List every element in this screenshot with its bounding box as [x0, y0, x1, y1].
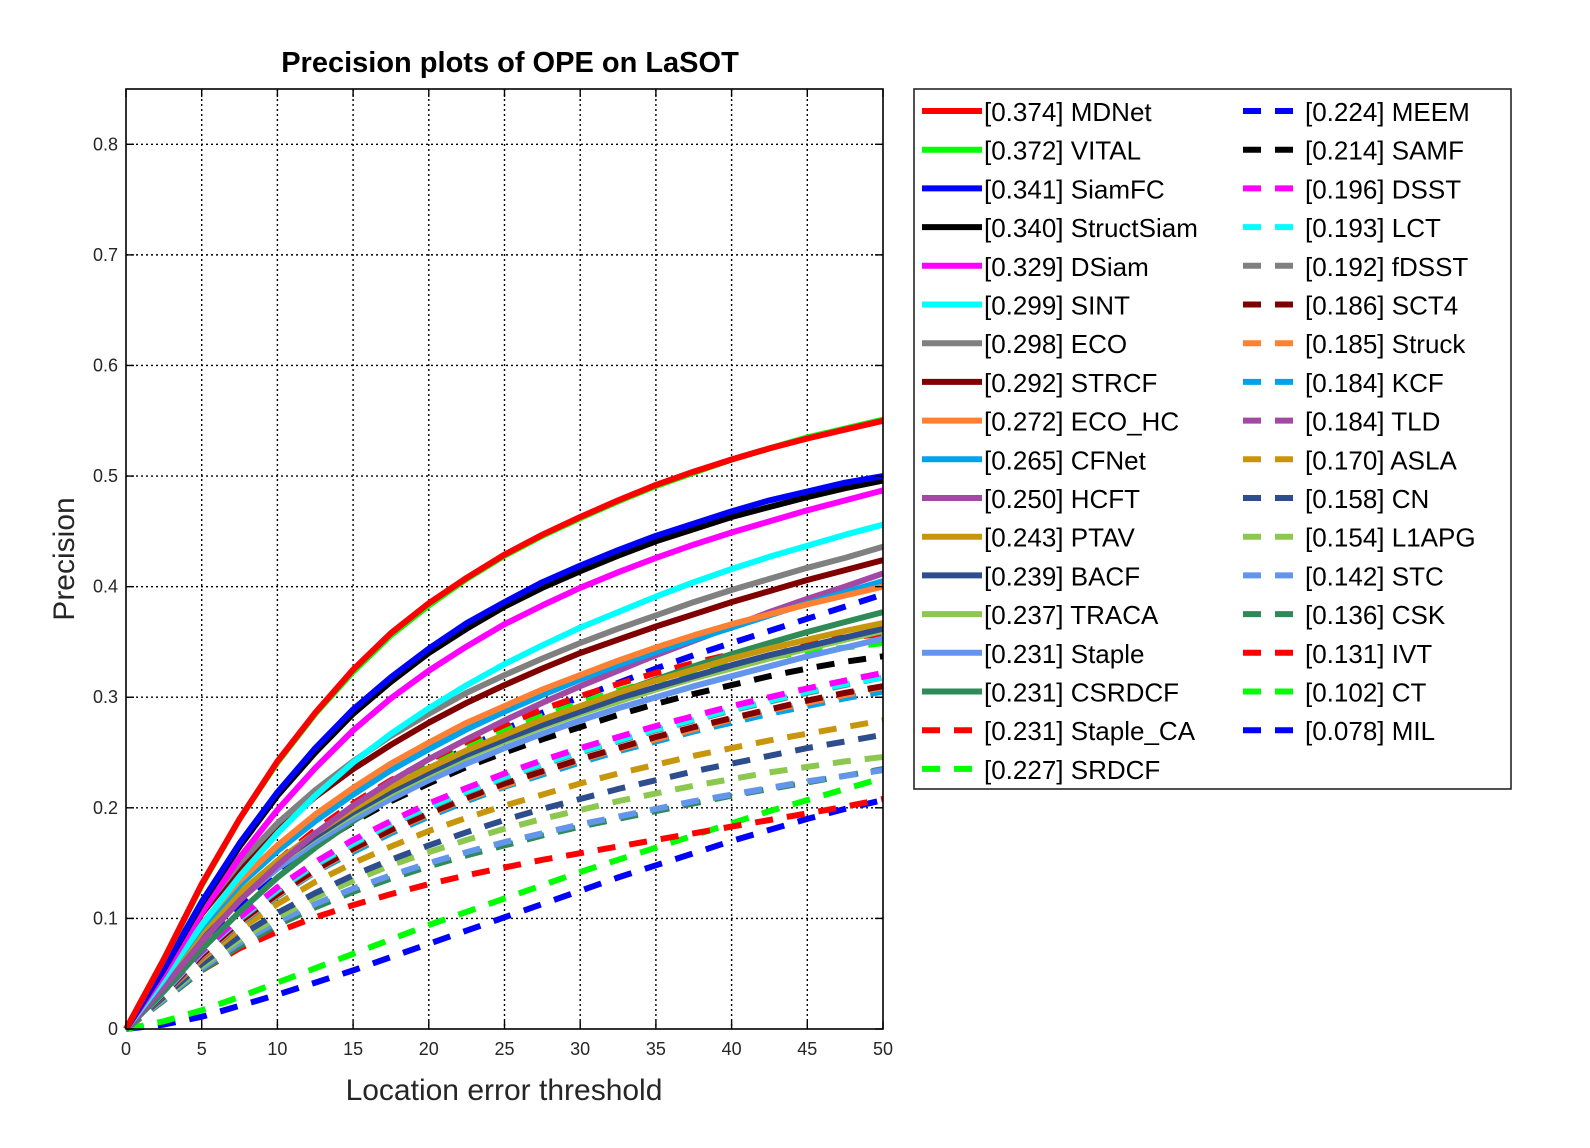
legend-label: [0.299] SINT: [984, 291, 1130, 321]
y-tick-label: 0.7: [93, 245, 118, 265]
series-line: [123, 521, 884, 1031]
legend-label: [0.239] BACF: [984, 561, 1140, 591]
legend-box: [913, 88, 1512, 790]
x-tick-label: 40: [722, 1039, 742, 1059]
series-line: [125, 797, 884, 1032]
legend-label: [0.329] DSiam: [984, 252, 1149, 282]
legend-label: [0.231] Staple_CA: [984, 716, 1196, 746]
legend-label: [0.102] CT: [1305, 678, 1427, 708]
series-line: [123, 620, 884, 1031]
y-tick-label: 0.8: [93, 134, 118, 154]
x-tick-label: 35: [646, 1039, 666, 1059]
series-line: [123, 417, 884, 1031]
legend-label: [0.272] ECO_HC: [984, 407, 1179, 437]
legend-label: [0.158] CN: [1305, 484, 1429, 514]
y-axis-label: Precision: [48, 497, 81, 620]
legend-label: [0.265] CFNet: [984, 445, 1147, 475]
x-tick-label: 45: [797, 1039, 817, 1059]
y-tick-label: 0.4: [93, 577, 118, 597]
legend-label: [0.185] Struck: [1305, 329, 1466, 359]
legend-label: [0.131] IVT: [1305, 639, 1432, 669]
legend-label: [0.170] ASLA: [1305, 445, 1457, 475]
axis-ticks: 0 5 10 15 20 25 30 35 40 45 50 0 0.1 0.2 0.3 0.4 0.5 0.6 0…: [93, 89, 893, 1059]
legend-label: [0.227] SRDCF: [984, 755, 1160, 785]
y-tick-label: 0.3: [93, 687, 118, 707]
series-line: [124, 731, 884, 1032]
legend-label: [0.372] VITAL: [984, 136, 1141, 166]
legend-label: [0.184] TLD: [1305, 407, 1440, 437]
legend-label: [0.136] CSK: [1305, 600, 1446, 630]
legend-label: [0.192] fDSST: [1305, 252, 1468, 282]
series-lines: [123, 416, 884, 1032]
y-tick-label: 0.6: [93, 355, 118, 375]
y-tick-label: 0.5: [93, 466, 118, 486]
series-line: [123, 487, 884, 1031]
series-line: [123, 653, 884, 1032]
x-tick-label: 5: [197, 1039, 207, 1059]
y-tick-label: 0: [108, 1019, 118, 1039]
legend-label: [0.142] STC: [1305, 561, 1444, 591]
legend-label: [0.243] PTAV: [984, 523, 1135, 553]
x-tick-label: 0: [121, 1039, 131, 1059]
series-line: [123, 473, 884, 1031]
y-tick-label: 0.2: [93, 798, 118, 818]
legend-label: [0.231] Staple: [984, 639, 1144, 669]
legend-label: [0.374] MDNet: [984, 97, 1152, 127]
legend-label: [0.298] ECO: [984, 329, 1127, 359]
legend-label: [0.154] L1APG: [1305, 523, 1476, 553]
legend-label: [0.250] HCFT: [984, 484, 1140, 514]
legend-label: [0.184] KCF: [1305, 368, 1444, 398]
legend: [0.374] MDNet [0.372] VITAL [0.341] SiamFC…: [913, 88, 1512, 790]
legend-label: [0.193] LCT: [1305, 213, 1441, 243]
series-line: [125, 775, 884, 1032]
x-tick-label: 10: [267, 1039, 287, 1059]
x-tick-label: 50: [873, 1039, 893, 1059]
series-line: [124, 767, 884, 1032]
series-line: [123, 557, 884, 1031]
y-tick-label: 0.1: [93, 908, 118, 928]
legend-label: [0.340] StructSiam: [984, 213, 1198, 243]
series-line: [123, 583, 884, 1031]
legend-label: [0.341] SiamFC: [984, 174, 1165, 204]
x-tick-label: 25: [494, 1039, 514, 1059]
legend-label: [0.214] SAMF: [1305, 136, 1464, 166]
series-line: [123, 717, 884, 1032]
legend-label: [0.231] CSRDCF: [984, 678, 1179, 708]
series-line: [123, 669, 884, 1032]
series-line: [124, 796, 884, 1032]
x-tick-label: 15: [343, 1039, 363, 1059]
series-line: [124, 754, 884, 1032]
legend-label: [0.196] DSST: [1305, 174, 1461, 204]
series-line: [123, 543, 884, 1031]
legend-label: [0.078] MIL: [1305, 716, 1435, 746]
x-tick-label: 30: [570, 1039, 590, 1059]
x-axis-label: Location error threshold: [346, 1074, 663, 1107]
legend-label: [0.292] STRCF: [984, 368, 1157, 398]
legend-label: [0.237] TRACA: [984, 600, 1159, 630]
legend-label: [0.186] SCT4: [1305, 291, 1458, 321]
chart-title: Precision plots of OPE on LaSOT: [281, 47, 739, 79]
x-tick-label: 20: [419, 1039, 439, 1059]
legend-label: [0.224] MEEM: [1305, 97, 1470, 127]
